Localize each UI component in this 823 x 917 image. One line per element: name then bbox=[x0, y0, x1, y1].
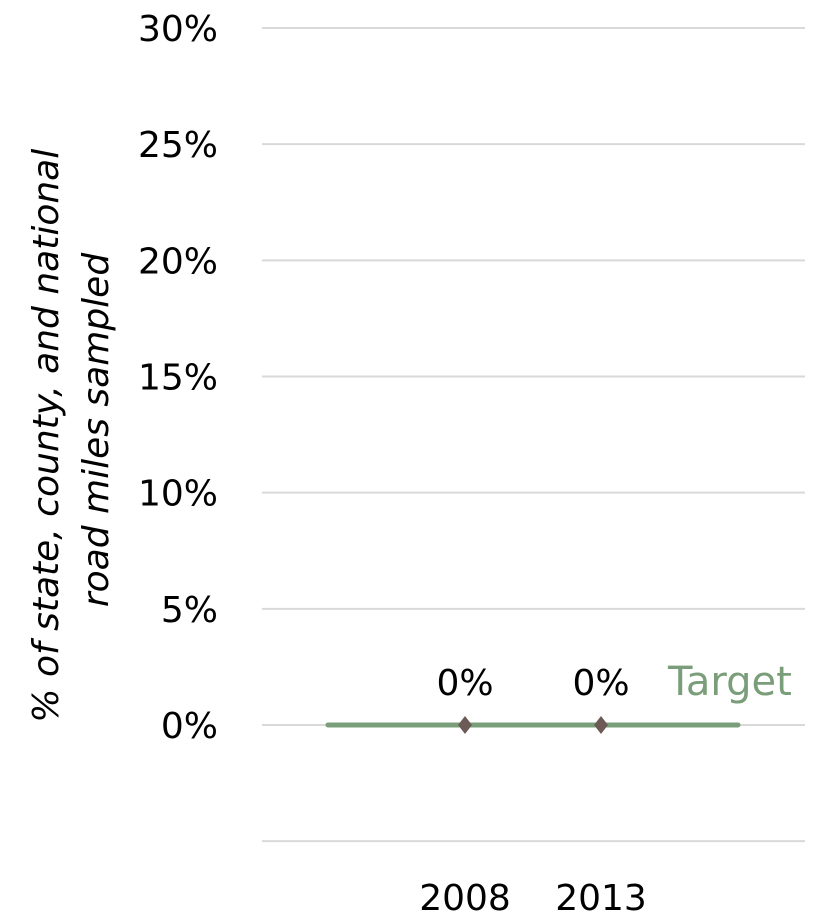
y-tick-label: 15% bbox=[138, 358, 218, 399]
y-axis-label-line2: road miles sampled bbox=[76, 252, 117, 607]
y-axis-label-line1: % of state, county, and national bbox=[26, 149, 67, 723]
target-label: Target bbox=[667, 659, 792, 705]
x-axis-ticks: 2008 2013 bbox=[419, 878, 647, 917]
data-label: 0% bbox=[572, 663, 629, 704]
data-point-marker bbox=[594, 716, 608, 734]
x-tick-label: 2013 bbox=[555, 878, 647, 917]
y-axis-ticks: 30% 25% 20% 15% 10% 5% 0% bbox=[138, 9, 218, 747]
target-series: Target bbox=[328, 659, 792, 725]
y-tick-label: 25% bbox=[138, 125, 218, 166]
data-label: 0% bbox=[436, 663, 493, 704]
data-point-marker bbox=[458, 716, 472, 734]
y-tick-label: 5% bbox=[161, 590, 218, 631]
y-tick-label: 20% bbox=[138, 241, 218, 282]
y-tick-label: 0% bbox=[161, 706, 218, 747]
y-axis-label: % of state, county, and national road mi… bbox=[26, 137, 117, 722]
y-tick-label: 10% bbox=[138, 474, 218, 515]
x-tick-label: 2008 bbox=[419, 878, 511, 917]
y-tick-label: 30% bbox=[138, 9, 218, 50]
gridlines bbox=[262, 28, 805, 841]
